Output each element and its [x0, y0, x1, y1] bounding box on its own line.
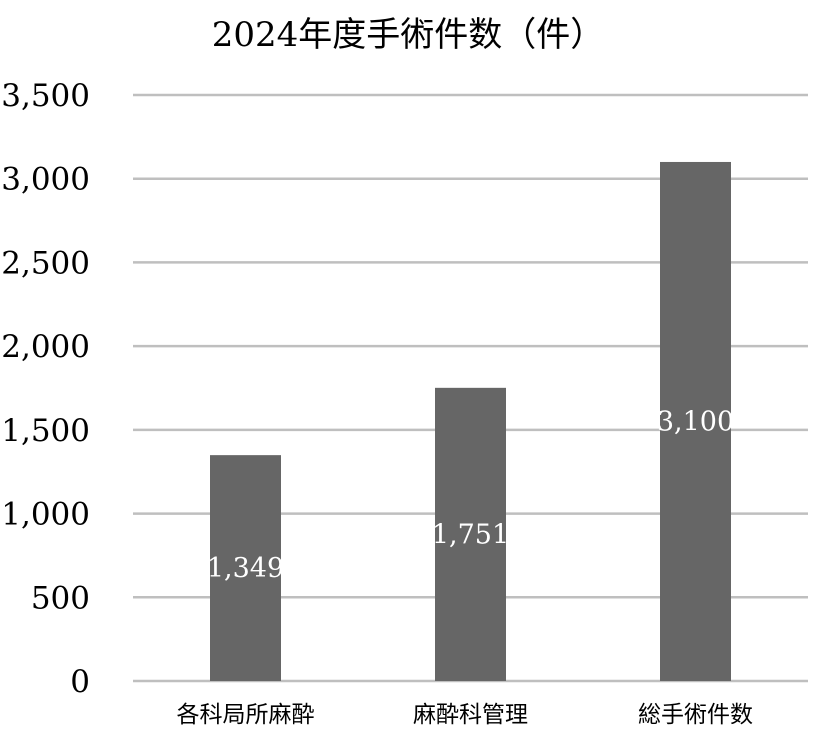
- y-tick-label: 1,000: [1, 497, 90, 533]
- data-label: 3,100: [657, 406, 734, 437]
- y-tick-label: 3,500: [1, 78, 90, 114]
- x-axis-tick-labels: 各科局所麻酔 麻酔科管理 総手術件数: [177, 702, 754, 728]
- bar: [660, 161, 731, 681]
- x-tick-label: 総手術件数: [638, 702, 753, 728]
- bars: [210, 161, 731, 681]
- y-tick-label: 0: [70, 664, 90, 700]
- y-tick-label: 2,500: [1, 245, 90, 281]
- data-labels: 1,349 1,751 3,100: [207, 406, 734, 584]
- y-tick-label: 3,000: [1, 162, 90, 198]
- x-tick-label: 麻酔科管理: [413, 702, 528, 728]
- data-label: 1,349: [207, 553, 284, 584]
- x-tick-label: 各科局所麻酔: [177, 702, 315, 728]
- data-label: 1,751: [432, 519, 509, 550]
- bar: [210, 455, 281, 681]
- y-tick-label: 500: [31, 580, 90, 616]
- bar: [435, 387, 506, 681]
- y-tick-label: 1,500: [1, 413, 90, 449]
- y-tick-label: 2,000: [1, 329, 90, 365]
- chart-title: 2024年度手術件数（件）: [212, 15, 605, 55]
- y-axis-tick-labels: 0 500 1,000 1,500 2,000 2,500 3,000 3,500: [1, 78, 90, 700]
